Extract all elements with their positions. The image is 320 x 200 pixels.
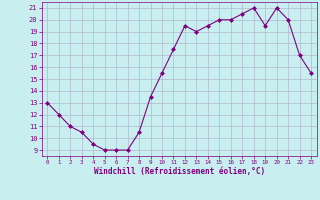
X-axis label: Windchill (Refroidissement éolien,°C): Windchill (Refroidissement éolien,°C): [94, 167, 265, 176]
